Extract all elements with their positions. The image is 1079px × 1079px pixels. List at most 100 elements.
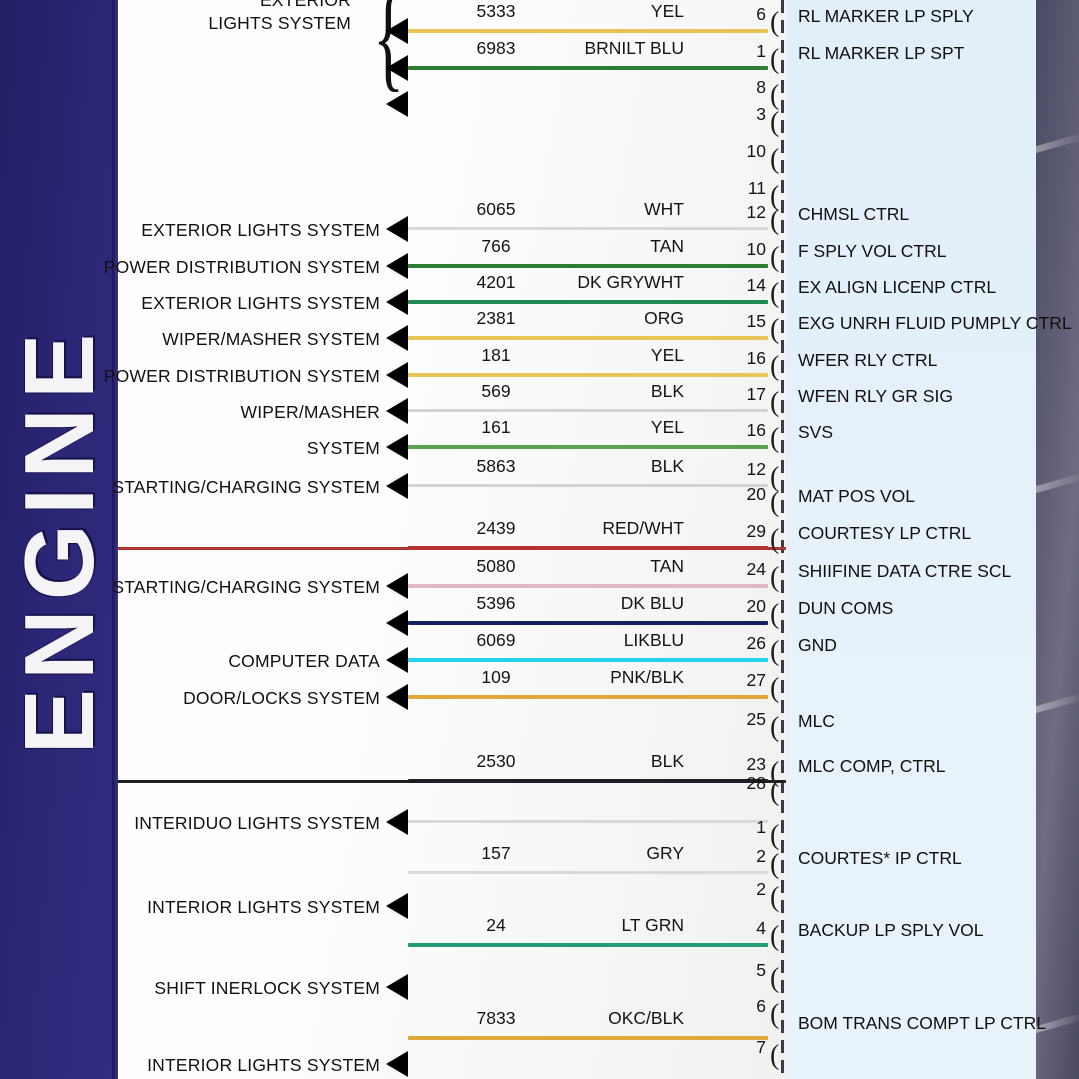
pin-number: 23 xyxy=(746,754,766,774)
pin-number: 16 xyxy=(746,420,766,440)
system-label: STARTING/CHARGING SYSTEM xyxy=(112,477,380,497)
terminal-description: EX ALIGN LICENP CTRL xyxy=(798,277,997,297)
cavity-bracket-icon: ( xyxy=(770,387,780,418)
pin-number: 12 xyxy=(746,202,766,222)
terminal-description: RL MARKER LP SPT xyxy=(798,43,965,63)
system-label: INTERIOR LIGHTS SYSTEM xyxy=(147,1055,380,1075)
cavity-bracket-icon: ( xyxy=(770,314,780,345)
circuit-number: 5333 xyxy=(476,1,516,21)
pin-number: 2 xyxy=(756,846,766,866)
system-label: INTERIOR LIGHTS SYSTEM xyxy=(147,897,380,917)
circuit-number: 6065 xyxy=(476,199,516,219)
spine-label: ENGINE xyxy=(3,324,114,755)
cavity-bracket-icon: ( xyxy=(770,820,780,851)
system-arrow-icon xyxy=(386,434,408,460)
wire-line xyxy=(408,29,768,33)
circuit-number: 569 xyxy=(481,381,511,401)
edge-glint xyxy=(1036,473,1079,494)
circuit-number: 6983 xyxy=(476,38,516,58)
terminal-description: GND xyxy=(798,635,837,655)
circuit-number: 2439 xyxy=(476,518,516,538)
cavity-bracket-icon: ( xyxy=(770,487,780,518)
system-label: EXTERIOR LIGHTS SYSTEM xyxy=(141,220,380,240)
circuit-number: 181 xyxy=(481,345,511,365)
terminal-description: MLC xyxy=(798,711,835,731)
system-arrow-icon xyxy=(386,289,408,315)
wire-color-code: WHT xyxy=(644,199,684,219)
system-arrow-icon xyxy=(386,216,408,242)
pin-number: 2 xyxy=(756,879,766,899)
cavity-bracket-icon: ( xyxy=(770,524,780,555)
terminal-description: RL MARKER LP SPLY xyxy=(798,6,974,26)
system-arrow-icon xyxy=(386,610,408,636)
system-label: POWER DISTRIBUTION SYSTEM xyxy=(103,257,380,277)
terminal-description: SVS xyxy=(798,422,834,442)
terminal-description: MAT POS VOL xyxy=(798,486,916,506)
cavity-bracket-icon: ( xyxy=(770,757,780,788)
wire-line xyxy=(408,820,768,823)
pin-number: 6 xyxy=(756,4,766,24)
wire-line xyxy=(408,373,768,377)
system-arrow-icon xyxy=(386,974,408,1000)
wire-line xyxy=(408,227,768,230)
system-arrow-icon xyxy=(386,893,408,919)
wire-line xyxy=(408,621,768,625)
terminal-description: COURTESY LP CTRL xyxy=(798,523,972,543)
wire-line xyxy=(408,264,768,268)
engine-section-spine: ENGINE xyxy=(0,0,118,1079)
wire-line xyxy=(408,484,768,487)
group-brace-label: EXTERIOR xyxy=(259,0,351,10)
pin-number: 15 xyxy=(746,311,766,331)
wire-color-code: YEL xyxy=(650,345,684,365)
wire-color-code: YEL xyxy=(650,417,684,437)
terminal-description: COURTES* IP CTRL xyxy=(798,848,962,868)
wire-line xyxy=(408,336,768,340)
cavity-bracket-icon: ( xyxy=(770,205,780,236)
pin-number: 7 xyxy=(756,1037,766,1057)
cavity-bracket-icon: ( xyxy=(770,351,780,382)
system-arrow-icon xyxy=(386,362,408,388)
pin-number: 12 xyxy=(746,459,766,479)
system-label: WIPER/MASHER SYSTEM xyxy=(162,329,380,349)
wire-color-code: TAN xyxy=(650,236,684,256)
wire-line xyxy=(408,658,768,662)
wire-color-code: OKC/BLK xyxy=(608,1008,684,1028)
wire-line xyxy=(408,300,768,304)
system-label: INTERIDUO LIGHTS SYSTEM xyxy=(134,813,380,833)
pin-number: 8 xyxy=(756,77,766,97)
cavity-bracket-icon: ( xyxy=(770,963,780,994)
system-arrow-icon xyxy=(386,684,408,710)
wire-color-code: DK GRYWHT xyxy=(577,272,684,292)
system-label: EXTERIOR LIGHTS SYSTEM xyxy=(141,293,380,313)
connector-panel-border xyxy=(781,0,784,1079)
wire-color-code: BLK xyxy=(650,456,684,476)
cavity-bracket-icon: ( xyxy=(770,562,780,593)
pin-number: 20 xyxy=(746,596,766,616)
wire-line xyxy=(408,779,768,783)
terminal-description: WFER RLY CTRL xyxy=(798,350,938,370)
wire-line xyxy=(408,1036,768,1040)
system-arrow-icon xyxy=(386,325,408,351)
cavity-bracket-icon: ( xyxy=(770,599,780,630)
pin-number: 17 xyxy=(746,384,766,404)
wire-line xyxy=(408,943,768,947)
terminal-description: WFEN RLY GR SIG xyxy=(798,386,953,406)
cavity-bracket-icon: ( xyxy=(770,776,780,807)
circuit-number: 157 xyxy=(481,843,511,863)
circuit-number: 109 xyxy=(481,667,511,687)
terminal-description: F SPLY VOL CTRL xyxy=(798,241,947,261)
circuit-number: 5080 xyxy=(476,556,516,576)
circuit-number: 5863 xyxy=(476,456,516,476)
pin-number: 1 xyxy=(756,41,766,61)
group-brace-label: LIGHTS SYSTEM xyxy=(208,13,351,33)
terminal-description: SHIIFINE DATA CTRE SCL xyxy=(798,561,1012,581)
wire-line xyxy=(408,546,768,550)
pin-number: 14 xyxy=(746,275,766,295)
cavity-bracket-icon: ( xyxy=(770,80,780,111)
wire-color-code: ORG xyxy=(644,308,684,328)
system-arrow-icon xyxy=(386,647,408,673)
system-label: WIPER/MASHER xyxy=(240,402,380,422)
pin-number: 20 xyxy=(746,484,766,504)
connector-terminal-panel xyxy=(786,0,1036,1079)
